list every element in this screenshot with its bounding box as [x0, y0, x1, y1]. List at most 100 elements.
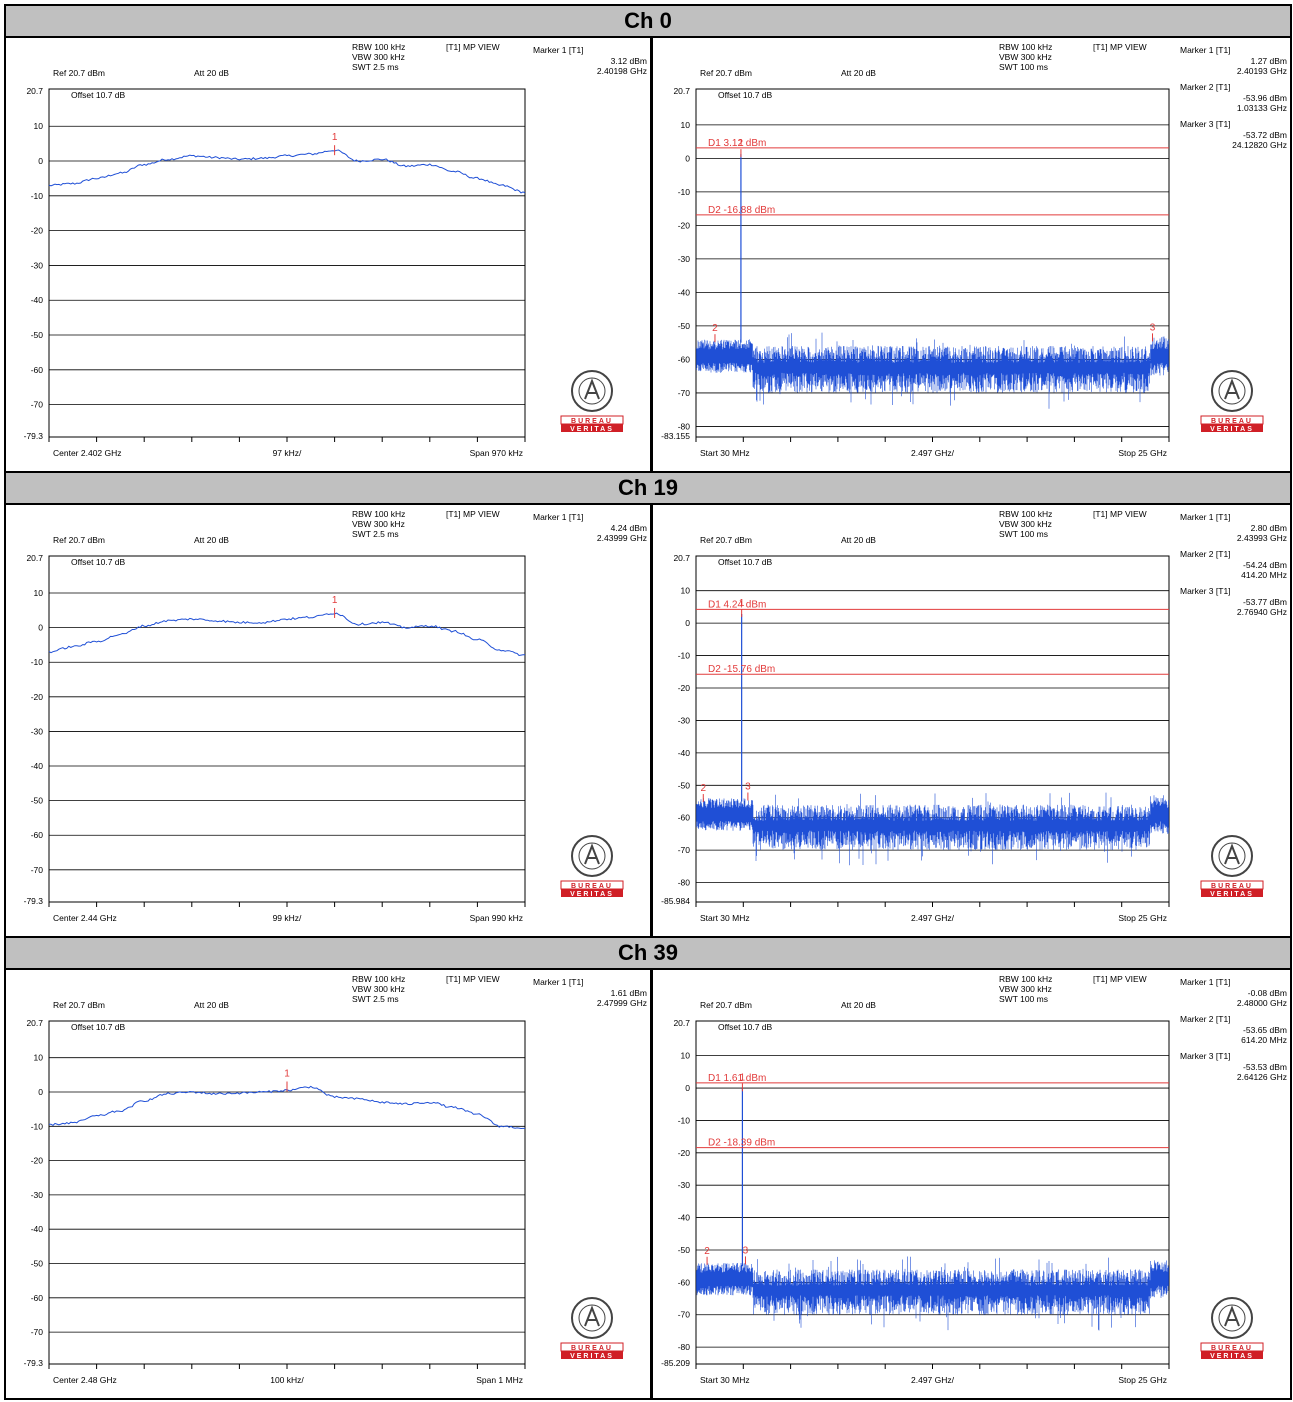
y-tick-label: -60 — [31, 1293, 44, 1303]
logo-seal-figure — [584, 1305, 600, 1327]
marker-readout-label: Marker 3 [T1] — [1180, 119, 1231, 129]
marker-readout-label: Marker 1 [T1] — [533, 512, 584, 522]
logo-seal — [571, 1297, 613, 1339]
marker-readout-freq: 2.40193 GHz — [1237, 66, 1287, 76]
rbw-label: RBW 100 kHz — [999, 974, 1052, 984]
logo-seal-inner — [578, 1304, 606, 1332]
vbw-label: VBW 300 kHz — [999, 519, 1052, 529]
marker-readout-value: -53.53 dBm — [1243, 1062, 1287, 1072]
marker-readout-value: -54.24 dBm — [1243, 560, 1287, 570]
y-tick-label: -60 — [31, 830, 44, 840]
vbw-label: VBW 300 kHz — [999, 984, 1052, 994]
trace-mode-label: [T1] MP VIEW — [446, 42, 500, 52]
rbw-label: RBW 100 kHz — [999, 509, 1052, 519]
marker-readout-label: Marker 1 [T1] — [533, 977, 584, 987]
logo-bottom-band — [1201, 1351, 1263, 1359]
logo-bottom-band — [561, 889, 623, 897]
rbw-label: RBW 100 kHz — [352, 509, 405, 519]
logo-seal-figure — [1224, 843, 1240, 865]
marker-number: 3 — [1150, 322, 1156, 333]
y-tick-label: -70 — [31, 865, 44, 875]
y-tick-label: -60 — [678, 1277, 691, 1287]
y-tick-label: -80 — [678, 1342, 691, 1352]
x-mid-label: 100 kHz/ — [270, 1375, 304, 1385]
x-left-label: Center 2.402 GHz — [53, 448, 122, 458]
y-tick-label: -30 — [31, 260, 44, 270]
display-line-label: D1 3.12 dBm — [708, 138, 766, 149]
ref-level-label: Ref 20.7 dBm — [700, 1000, 752, 1010]
y-tick-label: -10 — [678, 1115, 691, 1125]
trace-line — [48, 149, 526, 194]
marker-readout-freq: 414.20 MHz — [1241, 570, 1287, 580]
y-bottom-label: -85.984 — [661, 896, 690, 906]
logo-bureau-text: BUREAU — [571, 418, 613, 425]
marker-readout-value: -0.08 dBm — [1248, 988, 1287, 998]
trace-mode-label: [T1] MP VIEW — [1093, 42, 1147, 52]
attenuation-label: Att 20 dB — [841, 68, 876, 78]
marker-number: 1 — [738, 138, 744, 149]
marker-readout-value: -53.65 dBm — [1243, 1025, 1287, 1035]
marker-readout-label: Marker 1 [T1] — [533, 45, 584, 55]
logo-seal-inner — [1218, 377, 1246, 405]
x-left-label: Start 30 MHz — [700, 448, 750, 458]
marker-readout-value: 1.27 dBm — [1251, 56, 1287, 66]
attenuation-label: Att 20 dB — [194, 535, 229, 545]
swt-label: SWT 100 ms — [999, 529, 1048, 539]
marker-number: 1 — [332, 595, 338, 606]
marker-readout-label: Marker 3 [T1] — [1180, 586, 1231, 596]
y-tick-label: 10 — [34, 588, 44, 598]
display-line-label: D2 -15.76 dBm — [708, 664, 775, 675]
y-tick-label: -60 — [31, 365, 44, 375]
y-top-label: 20.7 — [26, 1018, 43, 1028]
plot-frame — [48, 1020, 526, 1365]
y-tick-label: 10 — [34, 1053, 44, 1063]
y-tick-label: 0 — [685, 153, 690, 163]
y-tick-label: 0 — [685, 618, 690, 628]
display-line-label: D1 1.61 dBm — [708, 1073, 766, 1084]
y-tick-label: -10 — [678, 651, 691, 661]
trace-mode-label: [T1] MP VIEW — [446, 974, 500, 984]
offset-label: Offset 10.7 dB — [71, 1022, 126, 1032]
marker-readout-value: 2.80 dBm — [1251, 523, 1287, 533]
plot-frame — [695, 88, 1170, 438]
x-right-label: Stop 25 GHz — [1118, 913, 1167, 923]
marker-number: 2 — [704, 1246, 710, 1257]
logo-seal-figure — [1224, 1305, 1240, 1327]
logo-seal-figure — [584, 378, 600, 400]
y-tick-label: -20 — [31, 1156, 44, 1166]
y-tick-label: -20 — [678, 683, 691, 693]
x-mid-label: 97 kHz/ — [273, 448, 302, 458]
y-bottom-label: -79.3 — [24, 896, 44, 906]
offset-label: Offset 10.7 dB — [718, 1022, 773, 1032]
attenuation-label: Att 20 dB — [841, 1000, 876, 1010]
logo-seal-inner — [1218, 1304, 1246, 1332]
rbw-label: RBW 100 kHz — [352, 42, 405, 52]
attenuation-label: Att 20 dB — [194, 68, 229, 78]
y-bottom-label: -79.3 — [24, 1358, 44, 1368]
panel-ch39-right: RBW 100 kHz VBW 300 kHz SWT 100 ms [T1] MP … — [653, 970, 1290, 1398]
y-tick-label: -50 — [678, 780, 691, 790]
section-title-ch19: Ch 19 — [6, 473, 1290, 505]
logo-seal — [1211, 835, 1253, 877]
x-left-label: Start 30 MHz — [700, 1375, 750, 1385]
vbw-label: VBW 300 kHz — [352, 519, 405, 529]
y-tick-label: -10 — [31, 191, 44, 201]
y-tick-label: -80 — [678, 878, 691, 888]
marker-number: 1 — [740, 1072, 746, 1083]
y-tick-label: -10 — [678, 187, 691, 197]
offset-label: Offset 10.7 dB — [718, 90, 773, 100]
offset-label: Offset 10.7 dB — [71, 557, 126, 567]
y-tick-label: -30 — [678, 715, 691, 725]
y-tick-label: -40 — [678, 748, 691, 758]
marker-readout-freq: 2.48000 GHz — [1237, 998, 1287, 1008]
y-tick-label: 0 — [38, 623, 43, 633]
y-tick-label: -70 — [678, 845, 691, 855]
swt-label: SWT 100 ms — [999, 62, 1048, 72]
panel-ch0-right: RBW 100 kHz VBW 300 kHz SWT 100 ms [T1] MP … — [653, 38, 1290, 471]
section-title-ch0: Ch 0 — [6, 6, 1290, 38]
marker-readout-freq: 2.40198 GHz — [597, 66, 647, 76]
